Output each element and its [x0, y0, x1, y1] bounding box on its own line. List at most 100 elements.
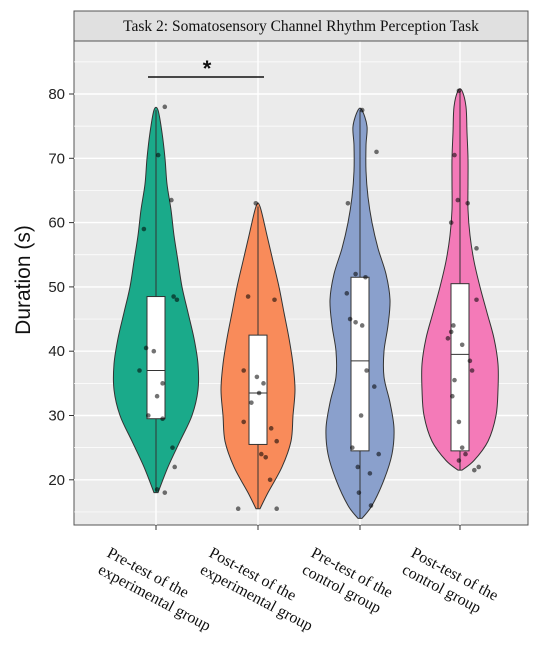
- data-point: [376, 451, 382, 457]
- data-point: [155, 152, 161, 158]
- data-point: [456, 458, 462, 463]
- data-point: [358, 413, 364, 418]
- data-point: [259, 451, 264, 457]
- box-iqr: [350, 276, 370, 452]
- data-point: [235, 506, 241, 512]
- data-point: [347, 316, 353, 322]
- y-tick-label: 30: [48, 408, 65, 425]
- data-point: [151, 348, 157, 354]
- violin-group: [421, 88, 499, 473]
- data-point: [345, 201, 351, 206]
- significance-annotation: *: [148, 56, 264, 81]
- data-point: [344, 291, 350, 296]
- x-tick-label: Post-test of theexperimental group: [197, 545, 324, 635]
- data-point: [368, 503, 374, 508]
- data-point: [353, 271, 358, 277]
- data-point: [465, 201, 471, 206]
- data-point: [162, 490, 168, 495]
- data-point: [467, 358, 473, 364]
- data-point: [274, 438, 280, 444]
- violin-group: [220, 201, 296, 512]
- data-point: [476, 464, 482, 470]
- strip-header: Task 2: Somatosensory Channel Rhythm Per…: [73, 10, 529, 42]
- data-point: [363, 274, 368, 280]
- data-point: [469, 368, 475, 373]
- data-point: [267, 477, 273, 483]
- data-point: [372, 384, 377, 389]
- data-point: [448, 329, 454, 335]
- data-point: [359, 323, 365, 328]
- data-point: [350, 445, 355, 450]
- y-axis: 20 30 40 50 60 70 80: [48, 86, 74, 489]
- box-iqr: [450, 283, 470, 452]
- data-point: [174, 297, 180, 303]
- data-point: [169, 197, 174, 203]
- data-point: [272, 297, 277, 303]
- x-axis-labels: Pre-test of theexperimental groupPost-te…: [95, 525, 501, 635]
- data-point: [472, 467, 477, 473]
- data-point: [450, 393, 455, 399]
- data-point: [474, 246, 479, 251]
- data-point: [141, 226, 147, 232]
- y-tick-label: 80: [48, 86, 65, 103]
- data-point: [474, 297, 479, 303]
- data-point: [256, 390, 262, 396]
- data-point: [452, 152, 457, 158]
- data-point: [459, 342, 465, 348]
- x-tick-label: Pre-test of thecontrol group: [299, 545, 395, 619]
- data-point: [374, 149, 379, 155]
- data-point: [253, 201, 259, 206]
- data-point: [162, 104, 168, 110]
- data-point: [249, 400, 254, 405]
- data-point: [448, 220, 454, 225]
- data-point: [143, 345, 149, 351]
- x-tick-label: Post-test of thecontrol group: [399, 545, 501, 622]
- data-point: [261, 381, 266, 386]
- y-axis-label: Duration (s): [12, 225, 35, 335]
- data-point: [463, 451, 468, 457]
- x-tick-label: Pre-test of theexperimental group: [95, 545, 222, 635]
- y-tick-label: 20: [48, 472, 65, 489]
- data-point: [171, 294, 176, 299]
- data-point: [459, 445, 465, 450]
- data-point: [160, 416, 165, 422]
- data-point: [263, 454, 269, 460]
- y-tick-label: 70: [48, 150, 65, 167]
- data-point: [268, 426, 274, 431]
- data-point: [241, 419, 246, 425]
- data-point: [245, 294, 251, 299]
- data-point: [254, 374, 260, 380]
- chart-title: Task 2: Somatosensory Channel Rhythm Per…: [123, 18, 479, 35]
- box-iqr: [248, 334, 268, 445]
- y-tick-label: 50: [48, 279, 65, 296]
- data-point: [154, 393, 160, 399]
- violin-group: [325, 107, 395, 519]
- data-point: [172, 464, 177, 470]
- data-point: [455, 197, 461, 203]
- data-point: [160, 381, 165, 386]
- data-point: [170, 445, 175, 450]
- significance-star: *: [203, 56, 212, 81]
- violin-group: [112, 104, 200, 495]
- data-point: [274, 506, 280, 512]
- data-point: [355, 464, 361, 470]
- box-iqr: [146, 296, 166, 420]
- data-point: [137, 368, 142, 373]
- data-point: [445, 336, 451, 341]
- data-point: [154, 487, 160, 492]
- data-point: [359, 107, 365, 113]
- data-point: [356, 490, 362, 495]
- data-point: [364, 368, 369, 373]
- violins: [112, 88, 499, 519]
- data-point: [456, 88, 462, 94]
- data-point: [456, 419, 462, 425]
- data-point: [451, 323, 456, 328]
- data-point: [241, 368, 246, 373]
- data-point: [452, 377, 457, 383]
- data-point: [367, 471, 373, 476]
- y-tick-label: 60: [48, 215, 65, 232]
- data-point: [353, 319, 358, 325]
- y-tick-label: 40: [48, 343, 65, 360]
- data-point: [146, 413, 151, 418]
